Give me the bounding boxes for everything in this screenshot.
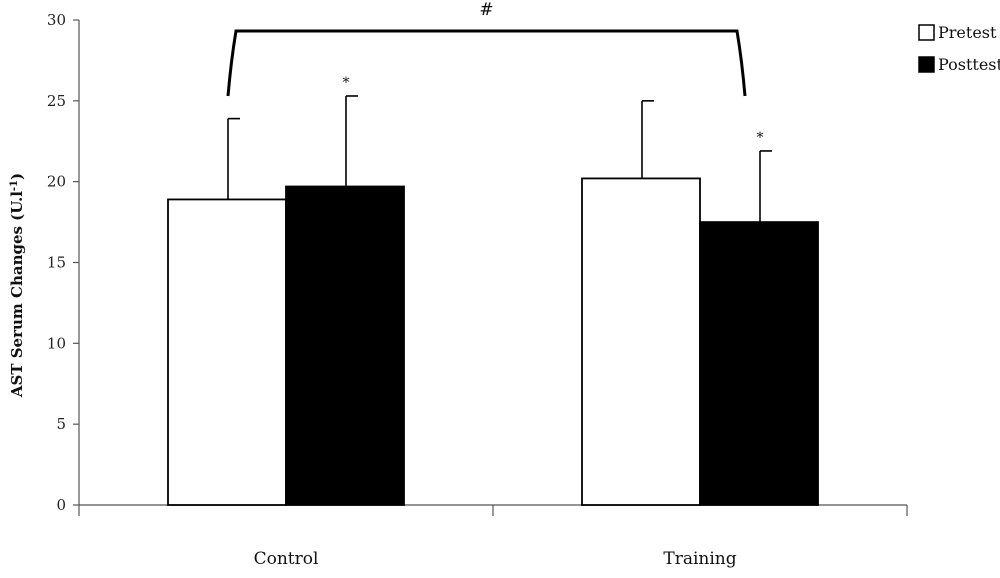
y-tick-label: 10	[47, 334, 66, 352]
group-difference-marker: #	[479, 0, 493, 20]
significance-marker: *	[757, 130, 764, 146]
y-tick-label: 25	[47, 92, 66, 110]
legend-label-posttest: Posttest	[938, 55, 1000, 74]
bar-pretest-training	[581, 177, 701, 506]
x-category-label: Training	[663, 549, 736, 569]
y-axis-label: AST Serum Changes (U.l-1)	[8, 173, 26, 398]
x-axis-ticks: Control Training	[78, 505, 908, 569]
bar-posttest-control	[285, 185, 405, 506]
y-axis-ticks: 0 5 10 15 20 25 30	[47, 11, 79, 514]
x-category-label: Control	[254, 549, 319, 569]
y-tick-label: 20	[47, 173, 66, 191]
y-tick-label: 30	[47, 11, 66, 29]
y-tick-label: 5	[56, 415, 66, 433]
legend-swatch-posttest	[918, 56, 935, 73]
bar-pretest-control	[167, 198, 287, 506]
legend-label-pretest: Pretest	[938, 23, 997, 42]
y-tick-label: 0	[56, 496, 66, 514]
bar-posttest-training	[699, 221, 819, 506]
annotations: * * #	[226, 0, 764, 146]
significance-marker: *	[343, 75, 350, 91]
legend: Pretest Posttest	[918, 23, 1000, 74]
error-bars	[227, 95, 772, 223]
y-tick-label: 15	[47, 254, 66, 272]
legend-swatch-pretest	[918, 24, 935, 41]
comparison-bracket	[226, 29, 747, 97]
bars	[167, 177, 819, 506]
